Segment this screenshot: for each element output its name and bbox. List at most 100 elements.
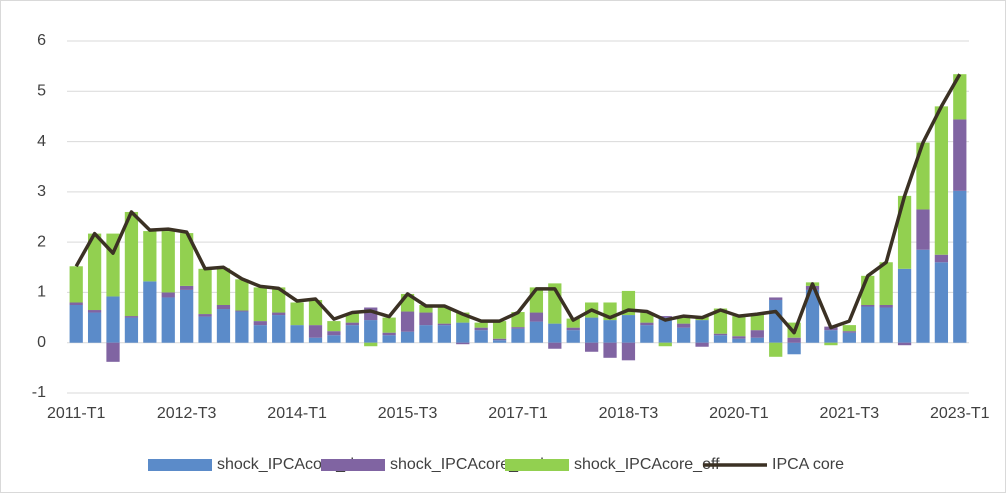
bar [732,316,746,337]
bar [327,335,341,343]
y-tick-label: 1 [37,284,46,301]
bar [345,325,359,343]
bar [400,311,415,332]
y-tick-label: 2 [37,233,46,250]
bar [879,262,893,305]
x-tick-label: 2018-T3 [599,405,659,422]
bar [69,305,83,343]
bar [695,320,709,343]
bar [750,337,764,343]
bar [290,302,304,326]
bar [548,323,562,343]
bar [419,325,433,343]
bar [308,325,323,338]
x-tick-label: 2015-T3 [378,405,438,422]
bar [345,322,359,326]
bar [235,310,249,312]
bar [216,305,231,310]
bar [603,342,617,358]
bar [953,74,967,120]
bar [308,299,323,326]
bar [124,317,139,343]
line [74,73,962,335]
bar [87,233,102,311]
y-tick-label: 3 [37,183,46,200]
bar [290,325,304,343]
bar [934,254,949,263]
bar [382,317,396,333]
bar [658,316,672,318]
bar [529,321,544,343]
bar [879,307,893,343]
bar [787,337,801,343]
bar [437,323,451,326]
bar [364,320,378,343]
bar [180,289,194,343]
bar [437,307,451,324]
bar [235,311,249,343]
legend-label: IPCA core [772,456,844,473]
bar [934,262,949,343]
y-tick-label: 5 [37,83,46,100]
y-tick-label: 6 [37,32,46,49]
bar [419,312,433,326]
x-tick-label: 2014-T1 [267,405,327,422]
bar [198,316,212,343]
bar [621,315,636,343]
bar [474,330,488,343]
bar [382,332,396,336]
bar [824,330,838,343]
bar [198,314,212,317]
bar [824,342,838,346]
bar [585,317,599,343]
bar [879,305,893,308]
bar [769,342,783,357]
x-tick-label: 2021-T3 [820,405,880,422]
bar [69,302,83,305]
bar [953,190,967,343]
bar [180,285,194,290]
bar [492,340,507,343]
bar [87,310,102,313]
bar [953,119,967,191]
bar [603,320,617,343]
bar [272,312,286,316]
bar [456,322,470,343]
bar [161,231,175,293]
bar [640,325,654,343]
bar [161,297,175,343]
bar [897,342,912,346]
bar [566,330,580,343]
y-tick-label: -1 [32,384,46,401]
bar [658,342,672,347]
bar [253,287,267,322]
x-tick-label: 2017-T1 [488,405,548,422]
bar [842,332,856,343]
bar [124,316,139,318]
bar [566,327,580,331]
bar [198,268,212,315]
bar [916,142,930,210]
bar [382,335,396,343]
bar [106,342,120,362]
bar [456,342,470,345]
bar [492,338,507,341]
bar [327,331,341,336]
bar [805,289,820,343]
bar [272,287,286,313]
bar [842,325,856,332]
bar [474,322,488,328]
bar [640,322,654,326]
bar [272,315,286,343]
bar [861,306,875,343]
bar [713,308,728,334]
bar [474,327,488,331]
bar [640,312,654,323]
bar [695,342,709,347]
y-tick-label: 0 [37,334,46,351]
bar [732,338,746,343]
bar [216,309,231,343]
bar [916,249,930,343]
bar [327,321,341,332]
